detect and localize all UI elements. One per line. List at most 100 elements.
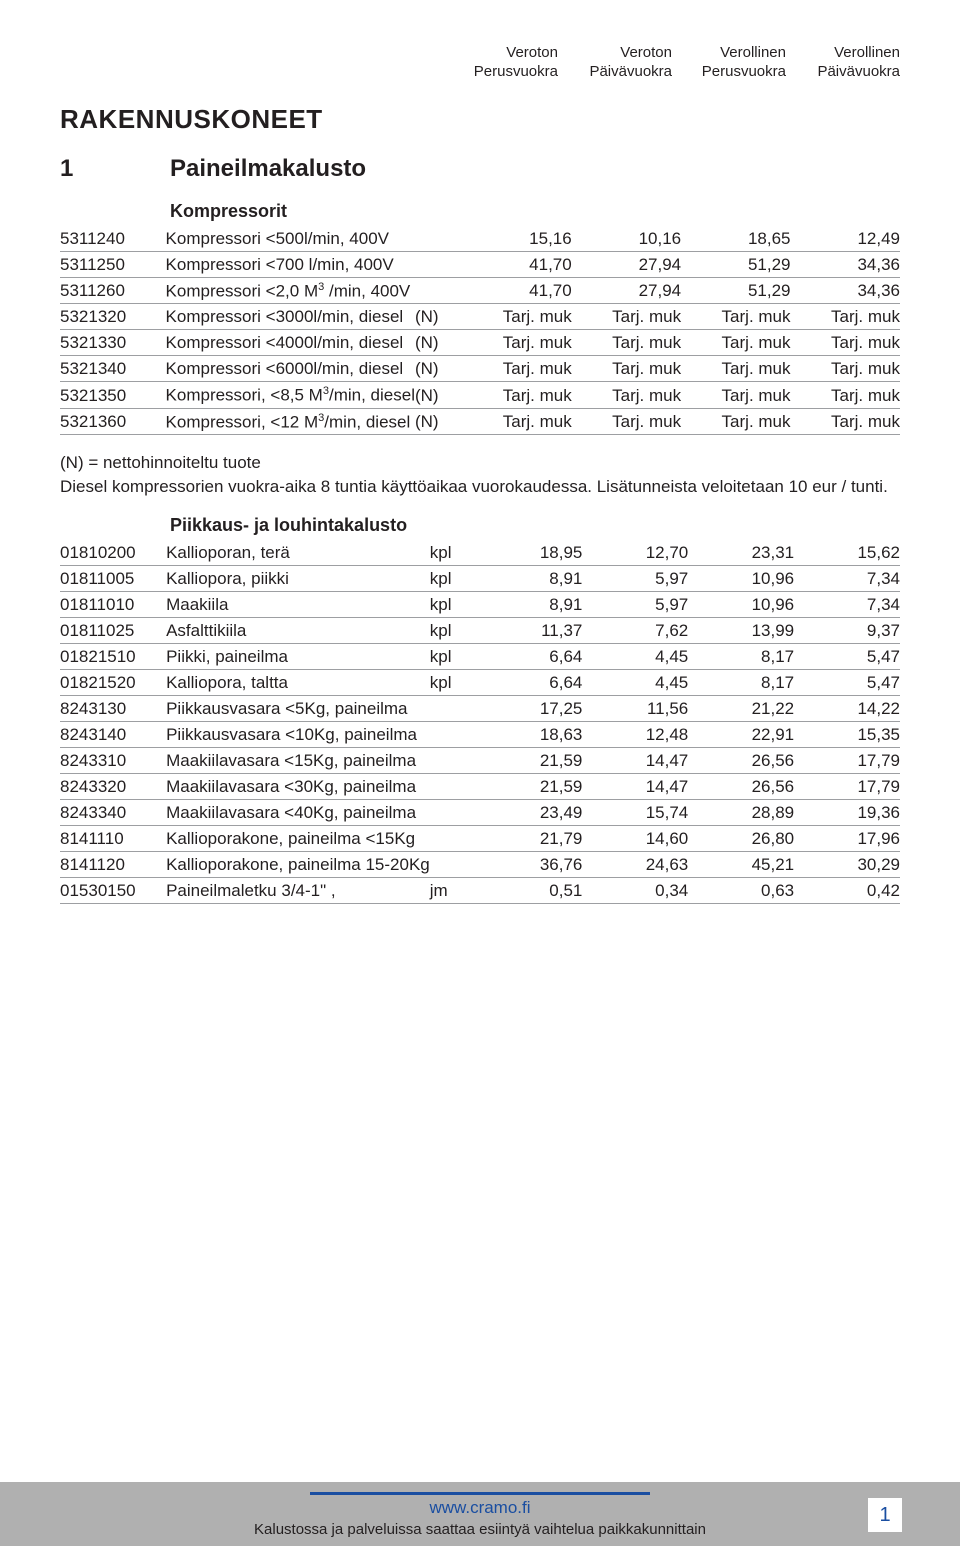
cell-desc: Kompressori, <8,5 M3/min, diesel xyxy=(166,382,415,409)
cell-value: Tarj. muk xyxy=(791,330,900,356)
page-title: RAKENNUSKONEET xyxy=(60,104,900,135)
cell-desc: Kompressori <4000l/min, diesel xyxy=(166,330,415,356)
cell-value: 11,56 xyxy=(582,696,688,722)
cell-value: 7,34 xyxy=(794,566,900,592)
table-row: 5311240Kompressori <500l/min, 400V15,161… xyxy=(60,226,900,252)
cell-value: 41,70 xyxy=(462,251,571,277)
cell-value: Tarj. muk xyxy=(572,382,681,409)
cell-desc: Maakiila xyxy=(166,592,430,618)
col-header-4: Verollinen Päivävuokra xyxy=(786,44,900,82)
table-row: 5321330Kompressori <4000l/min, diesel(N)… xyxy=(60,330,900,356)
cell-value: 28,89 xyxy=(688,800,794,826)
cell-unit: (N) xyxy=(415,408,462,435)
cell-unit xyxy=(430,748,477,774)
cell-value: 15,74 xyxy=(582,800,688,826)
table-row: 5321360Kompressori, <12 M3/min, diesel(N… xyxy=(60,408,900,435)
cell-value: 9,37 xyxy=(794,618,900,644)
cell-code: 01811005 xyxy=(60,566,166,592)
cell-unit xyxy=(430,722,477,748)
cell-value: 17,79 xyxy=(794,748,900,774)
cell-code: 01821510 xyxy=(60,644,166,670)
section-name: Paineilmakalusto xyxy=(170,155,366,183)
cell-value: 19,36 xyxy=(794,800,900,826)
cell-value: Tarj. muk xyxy=(681,304,790,330)
cell-value: Tarj. muk xyxy=(572,330,681,356)
table-row: 5321350Kompressori, <8,5 M3/min, diesel(… xyxy=(60,382,900,409)
cell-value: 27,94 xyxy=(572,251,681,277)
cell-desc: Kallioporakone, paineilma <15Kg xyxy=(166,826,430,852)
cell-value: 21,59 xyxy=(477,774,583,800)
cell-value: 0,34 xyxy=(582,878,688,904)
cell-code: 01810200 xyxy=(60,540,166,566)
cell-unit: kpl xyxy=(430,670,477,696)
cell-code: 01530150 xyxy=(60,878,166,904)
cell-code: 01811010 xyxy=(60,592,166,618)
footer-subtext: Kalustossa ja palveluissa saattaa esiint… xyxy=(0,1521,960,1538)
cell-desc: Kompressori <3000l/min, diesel xyxy=(166,304,415,330)
table-row: 8141120Kallioporakone, paineilma 15-20Kg… xyxy=(60,852,900,878)
cell-value: Tarj. muk xyxy=(681,330,790,356)
cell-value: 10,96 xyxy=(688,592,794,618)
table-row: 01821510Piikki, paineilmakpl6,644,458,17… xyxy=(60,644,900,670)
cell-value: Tarj. muk xyxy=(462,356,571,382)
cell-value: 23,31 xyxy=(688,540,794,566)
cell-desc: Kompressori, <12 M3/min, diesel xyxy=(166,408,415,435)
cell-value: 14,22 xyxy=(794,696,900,722)
cell-code: 5321320 xyxy=(60,304,166,330)
cell-value: 13,99 xyxy=(688,618,794,644)
cell-value: 0,51 xyxy=(477,878,583,904)
cell-desc: Kompressori <700 l/min, 400V xyxy=(166,251,415,277)
table-row: 5321320Kompressori <3000l/min, diesel(N)… xyxy=(60,304,900,330)
cell-value: 8,17 xyxy=(688,670,794,696)
cell-value: 5,97 xyxy=(582,592,688,618)
cell-value: 34,36 xyxy=(791,277,900,304)
cell-value: 5,97 xyxy=(582,566,688,592)
table-kompressorit: 5311240Kompressori <500l/min, 400V15,161… xyxy=(60,226,900,436)
cell-desc: Maakiilavasara <30Kg, paineilma xyxy=(166,774,430,800)
cell-desc: Kalliopora, piikki xyxy=(166,566,430,592)
cell-unit: kpl xyxy=(430,644,477,670)
notes-block: (N) = nettohinnoiteltu tuote Diesel komp… xyxy=(60,451,900,499)
page: Veroton Perusvuokra Veroton Päivävuokra … xyxy=(0,0,960,1546)
table-row: 01810200Kallioporan, teräkpl18,9512,7023… xyxy=(60,540,900,566)
cell-value: Tarj. muk xyxy=(681,382,790,409)
cell-value: 15,35 xyxy=(794,722,900,748)
cell-value: 17,79 xyxy=(794,774,900,800)
cell-code: 8141110 xyxy=(60,826,166,852)
cell-value: 30,29 xyxy=(794,852,900,878)
cell-value: 23,49 xyxy=(477,800,583,826)
cell-unit xyxy=(430,852,477,878)
cell-value: 11,37 xyxy=(477,618,583,644)
cell-value: 45,21 xyxy=(688,852,794,878)
cell-desc: Piikki, paineilma xyxy=(166,644,430,670)
cell-desc: Paineilmaletku 3/4-1" , xyxy=(166,878,430,904)
cell-value: 6,64 xyxy=(477,670,583,696)
cell-value: Tarj. muk xyxy=(462,382,571,409)
cell-value: 8,91 xyxy=(477,592,583,618)
note-line-2: Diesel kompressorien vuokra-aika 8 tunti… xyxy=(60,475,900,499)
cell-desc: Kalliopora, taltta xyxy=(166,670,430,696)
cell-value: 21,59 xyxy=(477,748,583,774)
cell-value: 26,56 xyxy=(688,748,794,774)
cell-desc: Maakiilavasara <40Kg, paineilma xyxy=(166,800,430,826)
page-number: 1 xyxy=(868,1498,902,1532)
cell-value: 34,36 xyxy=(791,251,900,277)
cell-value: Tarj. muk xyxy=(791,304,900,330)
cell-value: 51,29 xyxy=(681,277,790,304)
cell-value: 36,76 xyxy=(477,852,583,878)
table-row: 8243320Maakiilavasara <30Kg, paineilma21… xyxy=(60,774,900,800)
cell-desc: Asfalttikiila xyxy=(166,618,430,644)
cell-value: 8,91 xyxy=(477,566,583,592)
cell-unit: (N) xyxy=(415,304,462,330)
cell-unit xyxy=(430,800,477,826)
cell-value: Tarj. muk xyxy=(572,356,681,382)
cell-code: 8243130 xyxy=(60,696,166,722)
cell-value: 18,95 xyxy=(477,540,583,566)
cell-code: 8243140 xyxy=(60,722,166,748)
cell-value: Tarj. muk xyxy=(681,408,790,435)
table-row: 8243340Maakiilavasara <40Kg, paineilma23… xyxy=(60,800,900,826)
cell-value: 15,16 xyxy=(462,226,571,252)
cell-value: Tarj. muk xyxy=(791,408,900,435)
subheading-kompressorit: Kompressorit xyxy=(170,201,900,222)
cell-unit: kpl xyxy=(430,566,477,592)
